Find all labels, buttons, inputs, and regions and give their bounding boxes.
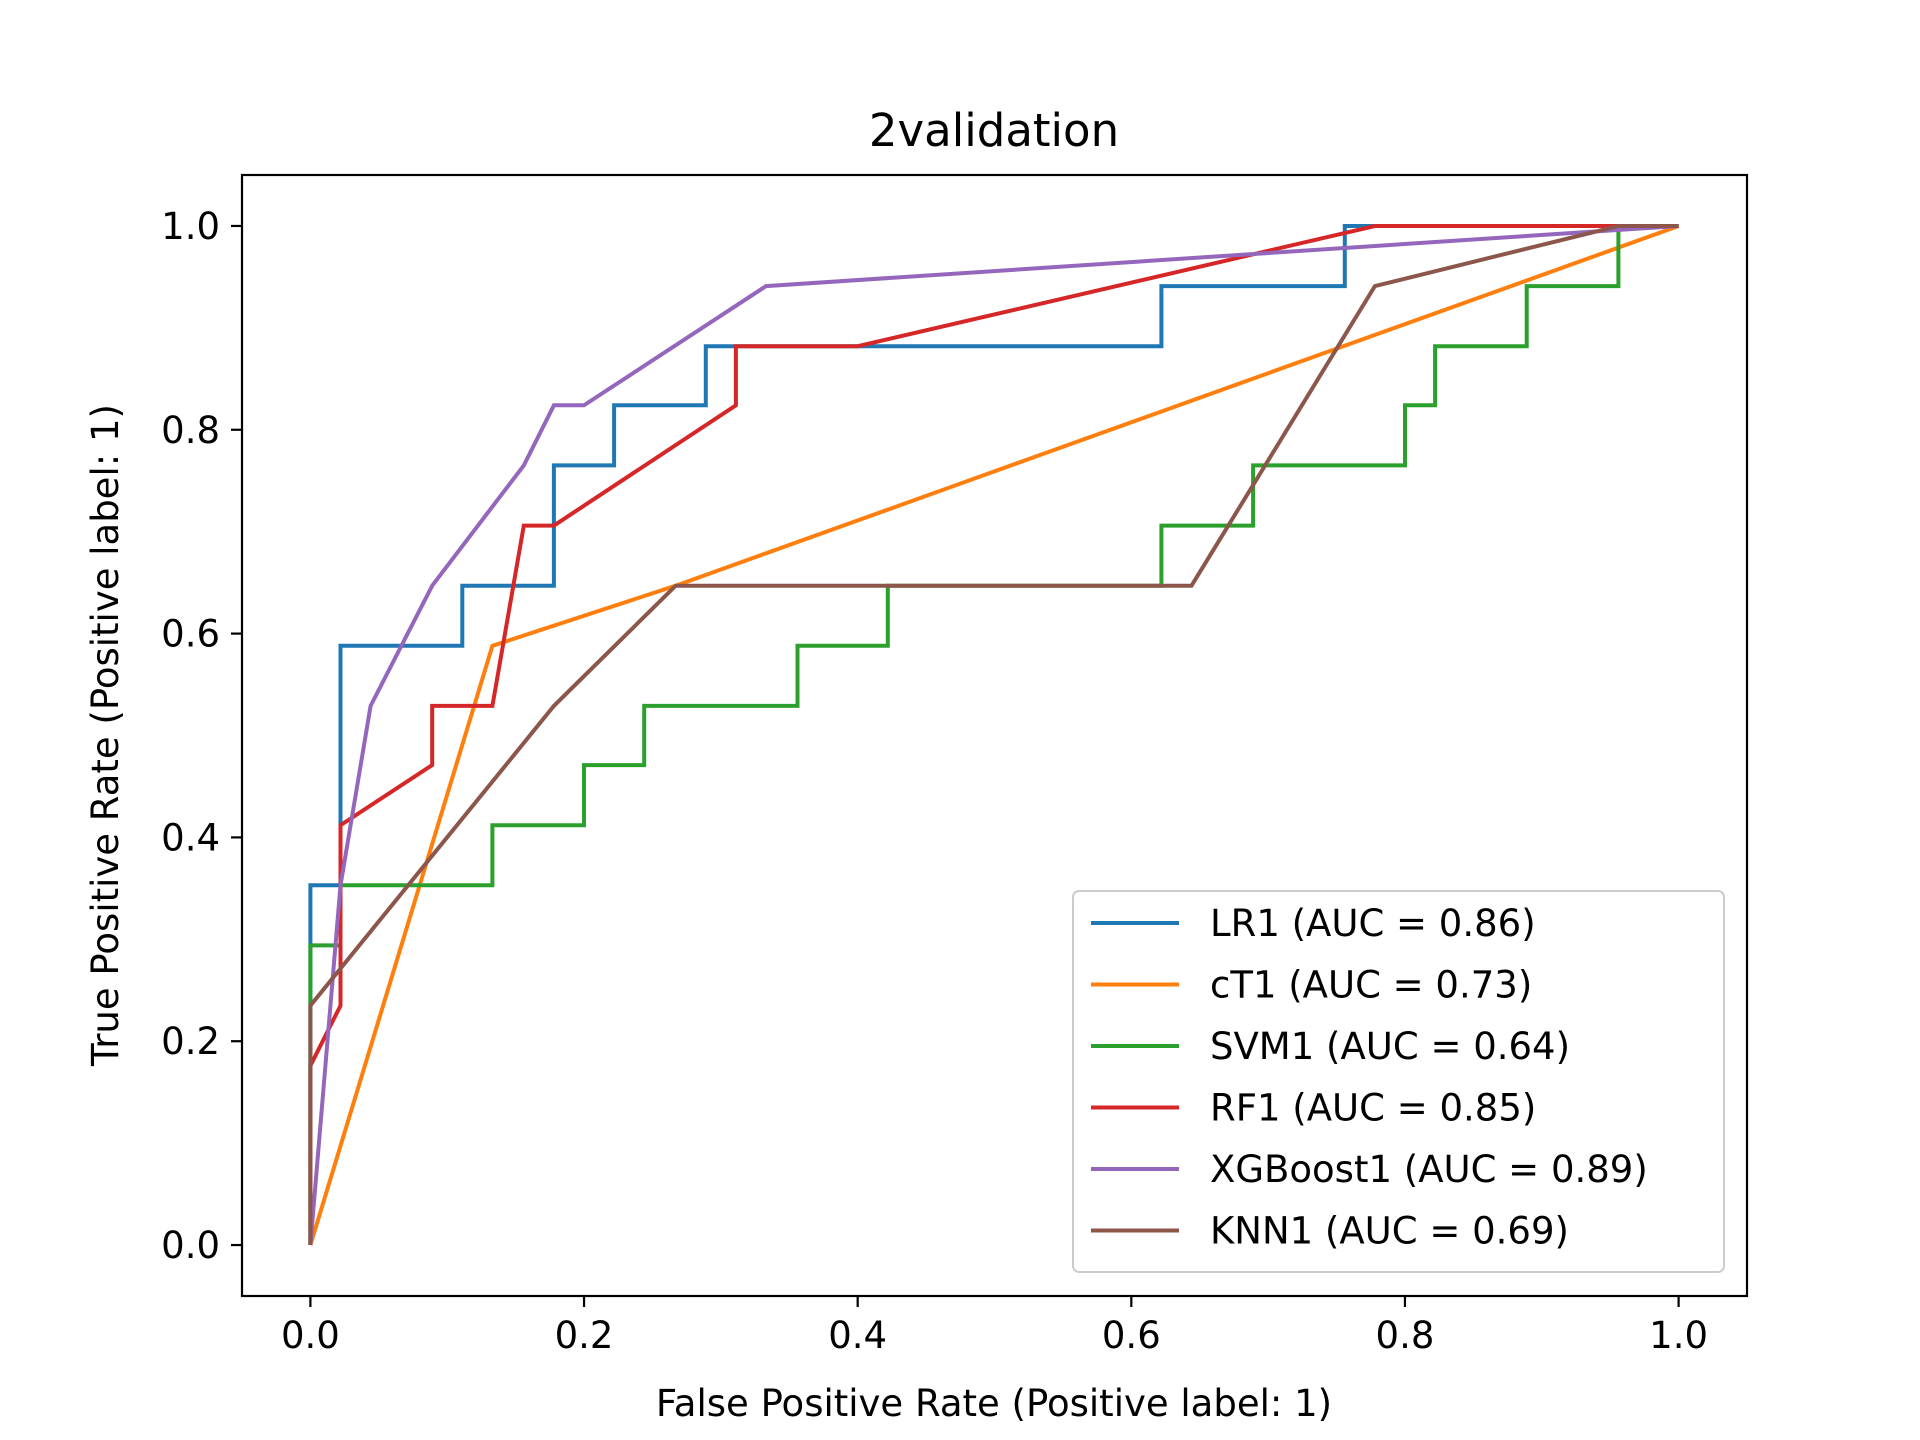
y-tick-label: 0.8 [161,409,220,452]
y-tick-label: 0.6 [161,613,220,656]
x-tick-label: 0.6 [1102,1314,1161,1357]
legend-entry-1: cT1 (AUC = 0.73) [1210,964,1532,1007]
legend-box [1072,890,1725,1273]
axes-frame [240,173,1749,1298]
series-line-1 [308,224,1680,1246]
series-line-3 [308,224,1679,1245]
axis-ticks: 0.0 0.2 0.4 0.6 0.8 1.0 0.0 0.2 0.4 0.6 0.8 1.0 [161,205,1708,1357]
legend-entry-0: LR1 (AUC = 0.86) [1210,902,1536,945]
legend-entry-4: XGBoost1 (AUC = 0.89) [1210,1148,1648,1191]
series-line-5 [308,224,1679,1245]
legend-entry-5: KNN1 (AUC = 0.69) [1210,1210,1569,1253]
plot-area [308,224,1680,1246]
y-axis-label: True Positive Rate (Positive label: 1) [84,404,127,1067]
series-line-4 [308,224,1679,1246]
y-tick-label: 0.4 [161,816,220,859]
legend-entry-3: RF1 (AUC = 0.85) [1210,1087,1536,1130]
legend: LR1 (AUC = 0.86) cT1 (AUC = 0.73) SVM1 (AU… [1072,890,1725,1273]
y-tick-label: 0.2 [161,1020,220,1063]
x-tick-label: 0.8 [1376,1314,1435,1357]
x-tick-label: 0.4 [828,1314,887,1357]
y-tick-label: 1.0 [161,205,220,248]
y-tick-label: 0.0 [161,1224,220,1267]
x-tick-label: 0.0 [281,1314,340,1357]
x-axis-label: False Positive Rate (Positive label: 1) [656,1382,1332,1425]
x-tick-label: 0.2 [555,1314,614,1357]
x-tick-label: 1.0 [1649,1314,1708,1357]
series-line-0 [308,224,1679,1245]
chart-title: 2validation [869,104,1119,157]
legend-entry-2: SVM1 (AUC = 0.64) [1210,1025,1570,1068]
